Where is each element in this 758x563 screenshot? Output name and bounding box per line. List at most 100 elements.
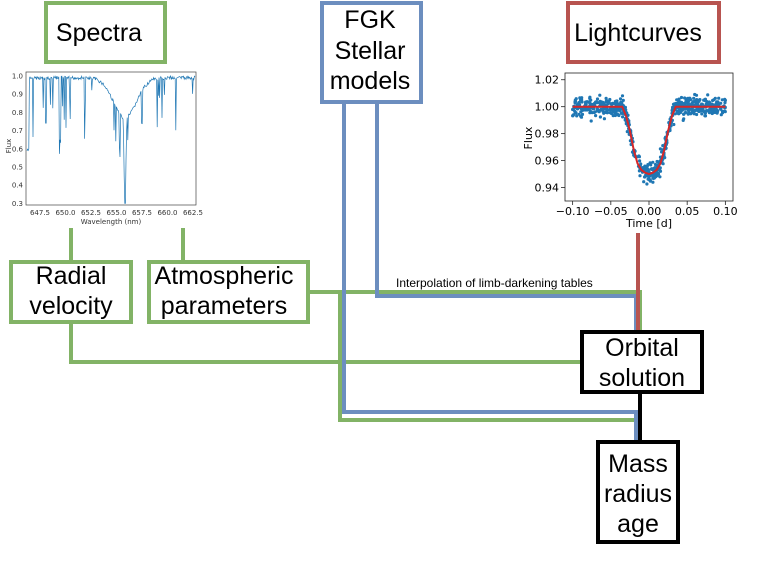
lightcurve-point	[711, 98, 715, 103]
lightcurve-point	[571, 114, 575, 118]
lightcurve-point	[679, 95, 684, 100]
lightcurve-point	[645, 164, 649, 168]
spectrum-line	[26, 74, 196, 204]
lightcurve-point	[707, 108, 711, 112]
lightcurve-point	[717, 96, 721, 100]
lightcurve-point	[689, 112, 693, 116]
node-radial-line-2: velocity	[29, 292, 113, 320]
lightcurve-point	[618, 109, 622, 113]
lightcurve-point	[703, 111, 708, 115]
node-mass-line-1: Mass	[608, 450, 668, 478]
spectrum-y-ticks: 1.0 0.9 0.8 0.7 0.6 0.5 0.4 0.3	[12, 73, 24, 208]
lightcurve-point	[588, 95, 592, 99]
lightcurve-point	[588, 111, 592, 115]
spectrum-xtick-label: 650.0	[55, 209, 75, 217]
lightcurve-point	[591, 102, 596, 106]
lightcurve-point	[582, 107, 586, 111]
lightcurve-point	[689, 98, 693, 102]
lightcurve-model-line	[572, 105, 726, 176]
lightcurve-point	[577, 112, 581, 116]
spectrum-ytick-label: 0.8	[12, 109, 23, 117]
lightcurve-point	[653, 166, 657, 170]
lightcurve-point	[638, 174, 642, 178]
lightcurve-point	[658, 175, 662, 179]
lightcurve-xtick-label: 0.10	[713, 205, 738, 218]
lightcurve-ytick-label: 1.02	[535, 74, 560, 87]
node-orbital-line-2: solution	[599, 364, 685, 392]
spectrum-plot-frame	[25, 71, 197, 206]
lightcurve-point	[684, 101, 688, 105]
lightcurve-point	[638, 159, 642, 163]
lightcurve-point	[637, 155, 642, 159]
lightcurve-point	[612, 109, 617, 113]
lightcurve-point	[713, 96, 717, 100]
lightcurve-point	[604, 99, 609, 103]
spectrum-xlabel: Wavelength (nm)	[81, 218, 142, 226]
node-fgk-line-3: models	[330, 67, 411, 95]
lightcurve-point	[692, 112, 696, 116]
lightcurve-point	[703, 114, 708, 118]
lightcurve-xtick-label: −0.10	[556, 205, 590, 218]
lightcurve-point	[682, 112, 686, 116]
spectrum-xtick-label: 660.0	[157, 209, 177, 217]
lightcurve-ytick-label: 0.98	[535, 128, 560, 141]
lightcurve-point	[710, 109, 714, 113]
lightcurve-point	[677, 99, 681, 103]
node-atmospheric-line-2: parameters	[161, 292, 287, 320]
lightcurve-point	[625, 130, 629, 134]
lightcurve-point	[613, 102, 617, 106]
lightcurve-point	[694, 93, 699, 97]
lightcurve-chart: 1.02 1.00 0.98 0.96 0.94 −0.10 −0.05 0.00 0.05 0…	[522, 72, 738, 230]
lightcurve-point	[619, 111, 623, 115]
node-fgk-line-1: FGK	[344, 6, 396, 34]
lightcurve-ytick-label: 0.96	[535, 155, 560, 168]
lightcurve-y-ticks: 1.02 1.00 0.98 0.96 0.94	[535, 74, 565, 195]
lightcurve-point	[687, 108, 691, 112]
lightcurve-point	[594, 114, 598, 118]
node-lightcurves: Lightcurves	[566, 1, 721, 64]
lightcurve-point	[700, 112, 704, 116]
edge-radial-orbital	[69, 323, 582, 364]
lightcurve-point	[706, 93, 710, 97]
edge-fgk-mass	[342, 103, 638, 442]
lightcurve-ylabel: Flux	[522, 126, 535, 149]
lightcurve-point	[651, 160, 655, 164]
node-atmospheric-parameters: Atmospheric parameters	[147, 260, 310, 324]
lightcurve-point	[651, 180, 655, 184]
lightcurve-point	[672, 122, 676, 127]
lightcurve-point	[580, 112, 585, 116]
lightcurve-point	[574, 111, 578, 115]
lightcurve-point	[713, 109, 717, 113]
lightcurve-point	[704, 99, 709, 103]
lightcurve-point	[584, 100, 589, 104]
lightcurve-point	[686, 96, 690, 100]
lightcurve-point	[696, 101, 700, 105]
spectrum-xtick-label: 652.5	[81, 209, 101, 217]
lightcurve-point	[692, 96, 696, 100]
node-fgk-line-2: Stellar	[335, 37, 406, 65]
lightcurve-point	[615, 102, 620, 106]
lightcurve-point	[698, 109, 702, 113]
lightcurve-ytick-label: 1.00	[535, 101, 560, 114]
lightcurve-point	[639, 162, 643, 166]
spectrum-ytick-label: 0.4	[12, 182, 24, 190]
lightcurve-point	[707, 101, 712, 105]
lightcurve-xtick-label: 0.00	[637, 205, 662, 218]
lightcurve-point	[571, 107, 576, 111]
spectrum-plot: 1.0 0.9 0.8 0.7 0.6 0.5 0.4 0.3 647.5 650.0 652.5…	[5, 71, 203, 226]
lightcurve-point	[606, 102, 610, 106]
lightcurve-point	[644, 168, 648, 172]
lightcurve-point	[676, 111, 680, 115]
node-orbital-line-1: Orbital	[605, 334, 679, 362]
lightcurve-point	[690, 101, 694, 105]
lightcurve-point	[661, 162, 665, 166]
lightcurve-ytick-label: 0.94	[535, 182, 560, 195]
lightcurve-point	[595, 97, 600, 101]
lightcurve-point	[618, 97, 623, 101]
spectrum-xtick-label: 655.0	[106, 209, 126, 217]
node-orbital-solution: Orbital solution	[580, 330, 704, 394]
lightcurve-point	[573, 98, 577, 102]
lightcurve-point	[604, 107, 608, 111]
lightcurve-point	[660, 150, 664, 154]
